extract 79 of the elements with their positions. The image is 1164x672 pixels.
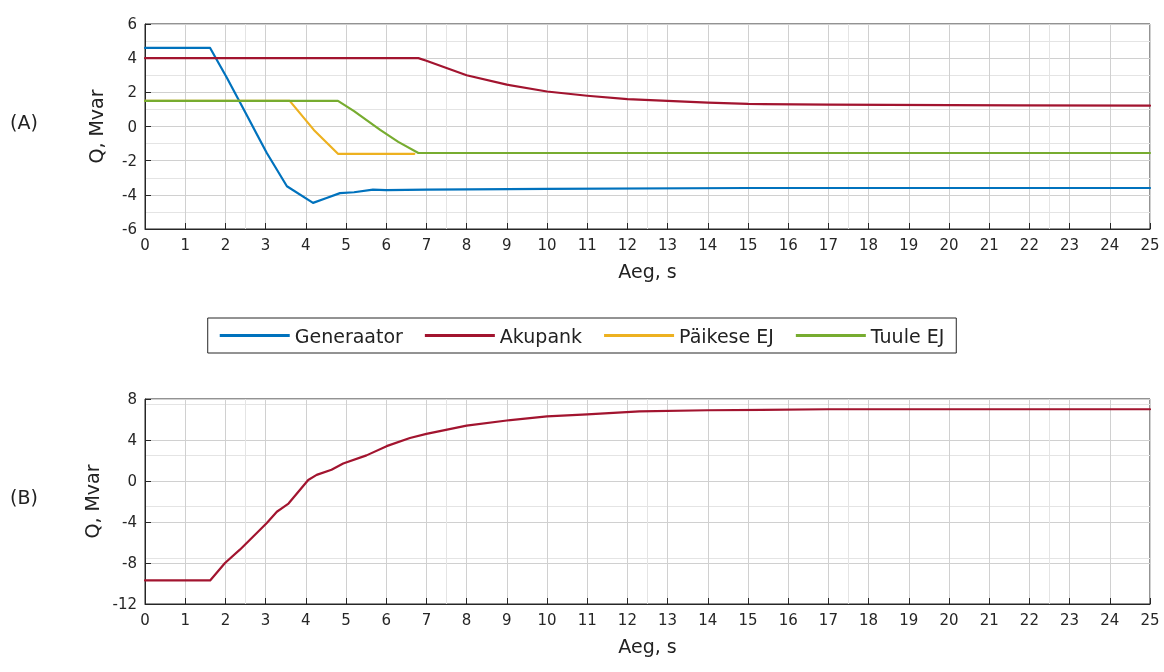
x-tick-label: 25 [1140,610,1160,629]
x-tick-label: 23 [1060,610,1080,629]
x-tick-label: 11 [577,610,597,629]
x-tick-label: 9 [502,235,512,254]
x-tick-label: 22 [1019,610,1039,629]
x-tick-label: 16 [778,235,798,254]
x-tick-label: 17 [818,610,838,629]
legend-label: Akupank [499,324,583,347]
line-series [143,57,1152,107]
x-tick-label: 24 [1100,610,1120,629]
x-axis-title: Aeg, s [618,259,677,282]
x-tick-label: 20 [939,235,959,254]
legend-label: Tuule EJ [869,324,945,347]
x-tick-label: 14 [698,610,718,629]
x-tick-label: 5 [341,610,351,629]
y-tick-label: 2 [127,83,137,102]
text: (B) [10,486,38,508]
x-tick-label: 24 [1100,235,1120,254]
x-tick-label: 0 [140,235,150,254]
x-tick-label: 20 [939,610,959,629]
x-tick-label: 18 [859,610,879,629]
x-tick-label: 8 [461,235,472,254]
x-tick-label: 5 [341,235,351,254]
x-tick-label: 12 [617,235,637,254]
line-series [143,46,1152,204]
x-tick-label: 16 [778,610,798,629]
x-tick-label: 25 [1140,235,1160,254]
y-tick-label: 4 [127,431,137,449]
x-tick-label: 13 [658,235,678,254]
y-tick-label: -2 [122,151,137,170]
x-tick-label: 10 [537,235,557,254]
y-tick-label: 4 [127,49,137,68]
x-tick-label: 6 [381,610,391,629]
y-tick-label: -4 [122,513,137,531]
y-axis-title: Q, Mvar [81,464,104,539]
x-tick-label: 3 [260,610,271,629]
y-tick-label: -8 [122,554,137,572]
y-tick-label: -12 [112,595,137,613]
x-tick-label: 19 [899,235,919,254]
x-tick-label: 22 [1019,235,1039,254]
text: (A) [10,111,38,133]
line-series [143,99,1152,155]
x-tick-label: 4 [301,235,311,254]
x-tick-label: 21 [979,235,999,254]
legend-label: Generaator [294,324,404,347]
x-tick-label: 8 [461,610,472,629]
x-tick-label: 0 [140,610,150,629]
x-tick-label: 1 [180,610,190,629]
x-tick-label: 13 [658,610,678,629]
x-tick-label: 19 [899,610,919,629]
x-tick-label: 7 [421,235,432,254]
x-tick-label: 18 [859,235,879,254]
x-tick-label: 11 [577,235,597,254]
x-tick-label: 12 [617,610,637,629]
legend-label: Päikese EJ [679,324,774,347]
x-tick-label: 7 [421,610,432,629]
y-tick-label: -6 [122,220,137,238]
x-tick-label: 14 [698,235,718,254]
y-tick-label: 0 [127,117,137,136]
x-tick-label: 10 [537,610,557,629]
x-tick-label: 3 [260,235,271,254]
x-tick-label: 2 [220,610,231,629]
x-tick-label: 15 [738,610,758,629]
x-axis-title: Aeg, s [618,634,677,657]
x-tick-label: 15 [738,235,758,254]
x-tick-label: 21 [979,610,999,629]
y-axis-title: Q, Mvar [84,89,107,164]
x-tick-label: 17 [818,235,838,254]
x-tick-label: 2 [220,235,231,254]
y-tick-label: -4 [122,185,137,204]
x-tick-label: 6 [381,235,391,254]
x-tick-label: 4 [301,610,311,629]
y-tick-label: 8 [127,390,137,408]
y-tick-label: 0 [127,472,137,490]
y-tick-label: 6 [127,15,137,33]
x-tick-label: 23 [1060,235,1080,254]
x-tick-label: 9 [502,610,512,629]
x-tick-label: 1 [180,235,190,254]
line-series [143,408,1152,582]
